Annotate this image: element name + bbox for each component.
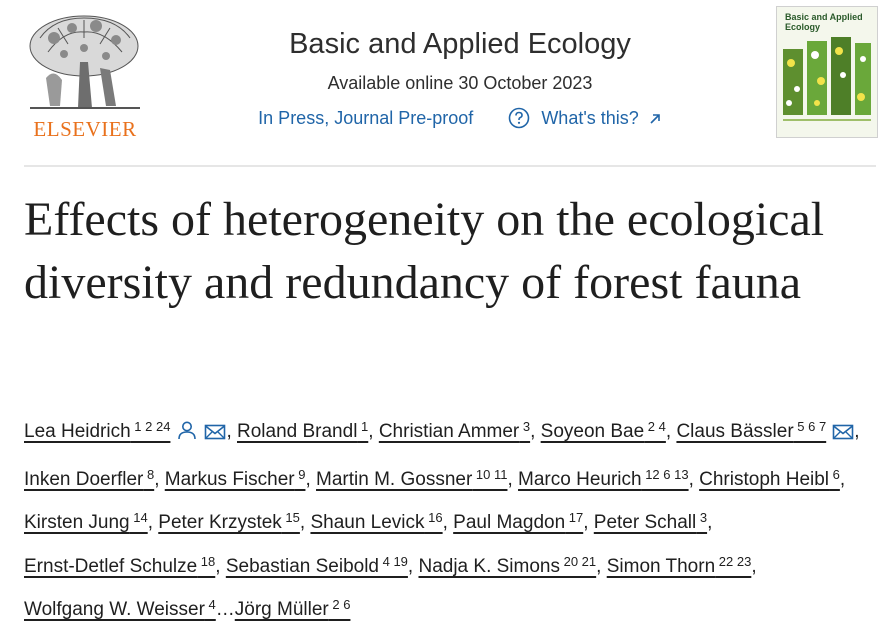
author-affiliation[interactable]: 6 — [829, 466, 840, 482]
author-affiliation[interactable]: 14 — [129, 510, 148, 525]
author-name-link[interactable]: Kirsten Jung 14 — [24, 510, 148, 533]
author-name-link[interactable]: Jörg Müller 2 6 — [234, 597, 351, 620]
author-name-link[interactable]: Markus Fischer 9 — [164, 466, 306, 490]
author-name-link[interactable]: Ernst-Detlef Schulze 18 — [24, 553, 216, 577]
author-affiliation[interactable]: 2 4 — [644, 419, 666, 434]
author-affiliation[interactable]: 3 — [519, 419, 531, 434]
author-item: Claus Bässler 5 6 7 — [676, 419, 854, 442]
author-item: Roland Brandl 1 — [237, 419, 369, 442]
author-affiliation[interactable]: 18 — [197, 553, 216, 569]
author-affiliation[interactable]: 3 — [696, 510, 708, 525]
author-affiliation[interactable]: 4 — [204, 597, 216, 612]
author-item: Marco Heurich 12 6 13 — [518, 466, 689, 490]
author-item: Christoph Heibl 6 — [699, 466, 840, 490]
elsevier-logo[interactable]: ELSEVIER — [24, 8, 146, 141]
author-affiliation[interactable]: 9 — [294, 466, 306, 482]
author-name-link[interactable]: Christoph Heibl 6 — [699, 466, 840, 490]
whats-this-link[interactable]: What's this? — [541, 108, 639, 128]
author-affiliation[interactable]: 20 21 — [560, 553, 597, 569]
author-name-link[interactable]: Lea Heidrich 1 2 24 — [24, 419, 171, 442]
journal-info: Basic and Applied Ecology Available onli… — [200, 22, 720, 137]
tree-logo-icon — [29, 15, 140, 109]
author-item: Jörg Müller 2 6 — [234, 597, 351, 620]
author-name-link[interactable]: Wolfgang W. Weisser 4 — [24, 597, 216, 620]
author-item: Martin M. Gossner 10 11 — [316, 466, 508, 490]
author-affiliation[interactable]: 1 2 24 — [130, 419, 171, 434]
author-item: Markus Fischer 9 — [164, 466, 306, 490]
author-item: Peter Schall 3 — [593, 510, 708, 533]
author-item: Sebastian Seibold 4 19 — [225, 553, 408, 577]
author-name-link[interactable]: Soyeon Bae 2 4 — [540, 419, 666, 442]
author-name-link[interactable]: Shaun Levick 16 — [310, 510, 443, 533]
in-press-link[interactable]: In Press, Journal Pre-proof — [258, 108, 474, 128]
author-list-ellipsis[interactable]: … — [215, 599, 235, 620]
status-row: In Press, Journal Pre-proof What's this? — [200, 104, 720, 137]
article-title: Effects of heterogeneity on the ecologic… — [24, 193, 825, 309]
author-affiliation[interactable]: 4 19 — [379, 553, 408, 569]
author-affiliation[interactable]: 10 11 — [472, 466, 508, 482]
author-name-link[interactable]: Peter Schall 3 — [593, 510, 708, 533]
author-item: Inken Doerfler 8 — [24, 466, 155, 490]
cover-artwork-icon — [783, 37, 871, 121]
journal-header: ELSEVIER Basic and Applied Ecology Avail… — [0, 0, 889, 150]
author-name-link[interactable]: Sebastian Seibold 4 19 — [225, 553, 408, 577]
author-affiliation[interactable]: 17 — [565, 510, 584, 525]
author-affiliation[interactable]: 12 6 13 — [641, 466, 689, 482]
author-name-link[interactable]: Christian Ammer 3 — [378, 419, 531, 442]
author-name-link[interactable]: Claus Bässler 5 6 7 — [676, 419, 827, 442]
envelope-icon[interactable] — [204, 417, 226, 456]
author-affiliation[interactable]: 2 6 — [328, 597, 351, 612]
person-icon[interactable] — [176, 417, 198, 456]
author-item: Simon Thorn 22 23 — [606, 553, 752, 577]
author-affiliation[interactable]: 16 — [424, 510, 443, 525]
author-affiliation[interactable]: 15 — [281, 510, 300, 525]
author-item: Lea Heidrich 1 2 24 — [24, 419, 226, 442]
author-item: Peter Krzystek 15 — [158, 510, 300, 533]
author-item: Shaun Levick 16 — [310, 510, 443, 533]
author-name-link[interactable]: Peter Krzystek 15 — [158, 510, 300, 533]
author-item: Wolfgang W. Weisser 4 — [24, 597, 216, 620]
author-name-link[interactable]: Martin M. Gossner 10 11 — [316, 466, 508, 490]
author-name-link[interactable]: Roland Brandl 1 — [237, 419, 369, 442]
envelope-icon[interactable] — [832, 417, 854, 456]
author-name-link[interactable]: Paul Magdon 17 — [453, 510, 584, 533]
available-online-date: Available online 30 October 2023 — [327, 73, 593, 93]
author-item: Christian Ammer 3 — [378, 419, 531, 442]
author-item: Kirsten Jung 14 — [24, 510, 148, 533]
author-affiliation[interactable]: 1 — [357, 419, 369, 434]
journal-title-link[interactable]: Basic and Applied Ecology — [289, 28, 631, 60]
publisher-wordmark: ELSEVIER — [33, 117, 137, 141]
author-list: Lea Heidrich 1 2 24, Roland Brandl 1, Ch… — [24, 419, 860, 620]
author-name-link[interactable]: Inken Doerfler 8 — [24, 466, 155, 490]
author-name-link[interactable]: Simon Thorn 22 23 — [606, 553, 752, 577]
author-item: Soyeon Bae 2 4 — [540, 419, 666, 442]
author-name-link[interactable]: Marco Heurich 12 6 13 — [518, 466, 689, 490]
author-affiliation[interactable]: 22 23 — [715, 553, 752, 569]
cover-title: Basic and Applied Ecology — [785, 12, 863, 32]
header-divider — [24, 165, 876, 167]
question-circle-icon[interactable] — [508, 107, 530, 137]
author-item: Paul Magdon 17 — [453, 510, 584, 533]
author-name-link[interactable]: Nadja K. Simons 20 21 — [418, 553, 597, 577]
journal-cover-image[interactable]: Basic and Applied Ecology — [776, 6, 878, 138]
author-item: Nadja K. Simons 20 21 — [418, 553, 597, 577]
author-affiliation[interactable]: 5 6 7 — [793, 419, 827, 434]
external-arrow-icon — [648, 106, 662, 134]
author-item: Ernst-Detlef Schulze 18 — [24, 553, 216, 577]
author-affiliation[interactable]: 8 — [143, 466, 155, 482]
